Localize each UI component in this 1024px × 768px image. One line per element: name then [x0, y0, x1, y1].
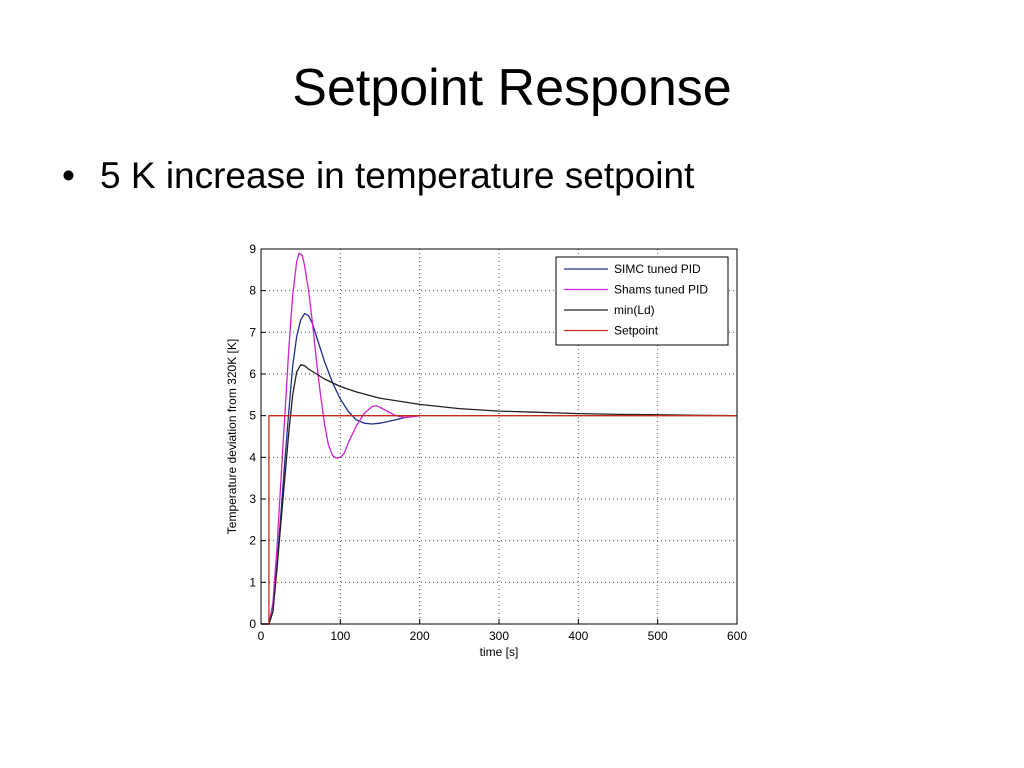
series-line-shams-tuned-pid — [261, 252, 420, 625]
series-lines — [261, 252, 738, 625]
series-line-simc-tuned-pid — [261, 312, 420, 625]
legend-label: Shams tuned PID — [614, 283, 708, 297]
y-tick-label: 9 — [249, 242, 256, 256]
x-tick-label: 200 — [410, 629, 430, 643]
series-line-setpoint — [261, 415, 737, 625]
setpoint-response-chart: 0 100 200 300 400 500 600 0 1 2 3 4 5 6 7 8 9 time [s] T… — [225, 242, 747, 659]
series-line-min-ld — [261, 364, 738, 625]
bullet-glyph: • — [62, 155, 75, 196]
y-axis-label: Temperature deviation from 320K [K] — [225, 339, 239, 534]
legend: SIMC tuned PID Shams tuned PID min(Ld) Setp… — [555, 256, 729, 346]
axis-ticks: 0 100 200 300 400 500 600 0 1 2 3 4 5 6 7 8 9 — [249, 242, 747, 643]
y-tick-label: 2 — [249, 534, 256, 548]
legend-label: Setpoint — [614, 324, 659, 338]
y-tick-label: 7 — [249, 325, 256, 339]
y-tick-label: 0 — [249, 617, 256, 631]
legend-label: min(Ld) — [614, 303, 655, 317]
y-tick-label: 4 — [249, 450, 256, 464]
x-tick-label: 100 — [330, 629, 350, 643]
y-tick-label: 3 — [249, 492, 256, 506]
slide-title: Setpoint Response — [292, 59, 732, 117]
y-tick-label: 6 — [249, 367, 256, 381]
x-tick-label: 500 — [648, 629, 668, 643]
x-tick-label: 0 — [258, 629, 265, 643]
y-tick-label: 1 — [249, 575, 256, 589]
bullet-item: • 5 K increase in temperature setpoint — [62, 155, 695, 197]
bullet-text: 5 K increase in temperature setpoint — [100, 155, 695, 196]
x-tick-label: 600 — [727, 629, 747, 643]
y-tick-label: 8 — [249, 284, 256, 298]
legend-label: SIMC tuned PID — [614, 262, 701, 276]
x-tick-label: 300 — [489, 629, 509, 643]
y-tick-label: 5 — [249, 409, 256, 423]
x-tick-label: 400 — [568, 629, 588, 643]
x-axis-label: time [s] — [480, 645, 519, 659]
